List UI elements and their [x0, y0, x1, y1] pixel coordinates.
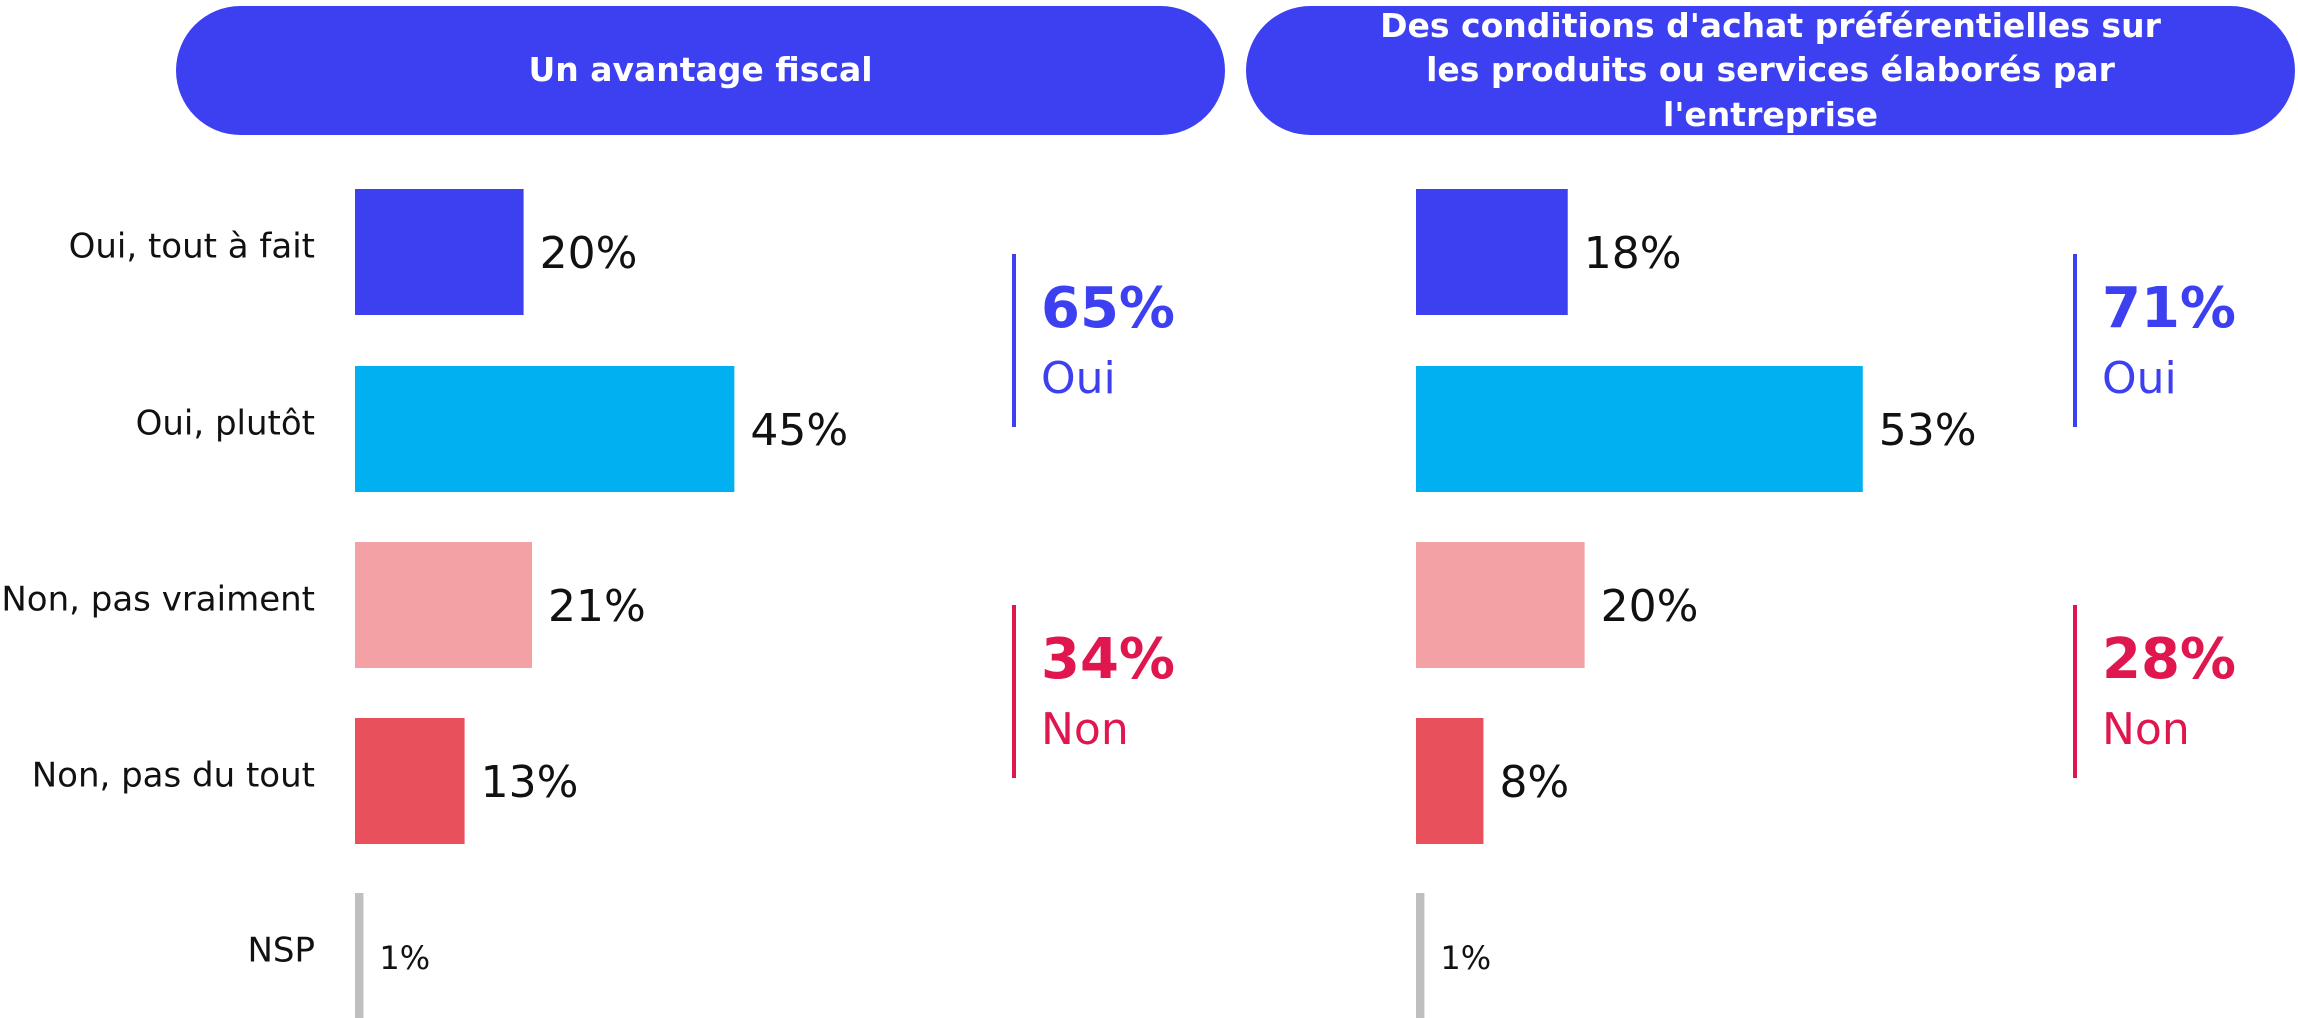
category-label: Non, pas vraiment — [1, 580, 315, 620]
bar — [1416, 366, 1863, 492]
summary-label: Non — [2102, 704, 2190, 755]
summary-label: Non — [1041, 704, 1129, 755]
bar — [355, 718, 465, 844]
category-label: Oui, plutôt — [136, 404, 315, 444]
panel-title: Des conditions d'achat préférentielles s… — [1246, 6, 2295, 135]
summary-value: 71% — [2102, 276, 2236, 341]
summary-label: Oui — [1041, 353, 1116, 404]
category-label: Oui, tout à fait — [69, 227, 315, 267]
bar — [1416, 189, 1568, 315]
bar — [355, 542, 533, 668]
category-label: NSP — [247, 931, 315, 971]
summary-value: 65% — [1041, 276, 1175, 341]
summary-value: 34% — [1041, 627, 1175, 692]
value-label: 21% — [548, 581, 646, 632]
value-label: 53% — [1879, 405, 1977, 456]
value-label: 45% — [750, 405, 848, 456]
value-label: 18% — [1584, 228, 1682, 279]
bar — [355, 893, 364, 1018]
bar — [1416, 718, 1484, 844]
summary-value: 28% — [2102, 627, 2236, 692]
value-label: 20% — [1601, 581, 1699, 632]
value-label: 1% — [379, 939, 430, 977]
bar — [1416, 542, 1585, 668]
bar — [1416, 893, 1425, 1018]
category-label: Non, pas du tout — [32, 756, 315, 796]
value-label: 8% — [1499, 757, 1569, 808]
summary-label: Oui — [2102, 353, 2177, 404]
panel-title: Un avantage fiscal — [176, 6, 1225, 135]
bar — [355, 366, 735, 492]
value-label: 13% — [481, 757, 579, 808]
value-label: 20% — [540, 228, 638, 279]
bar — [355, 189, 524, 315]
value-label: 1% — [1440, 939, 1491, 977]
